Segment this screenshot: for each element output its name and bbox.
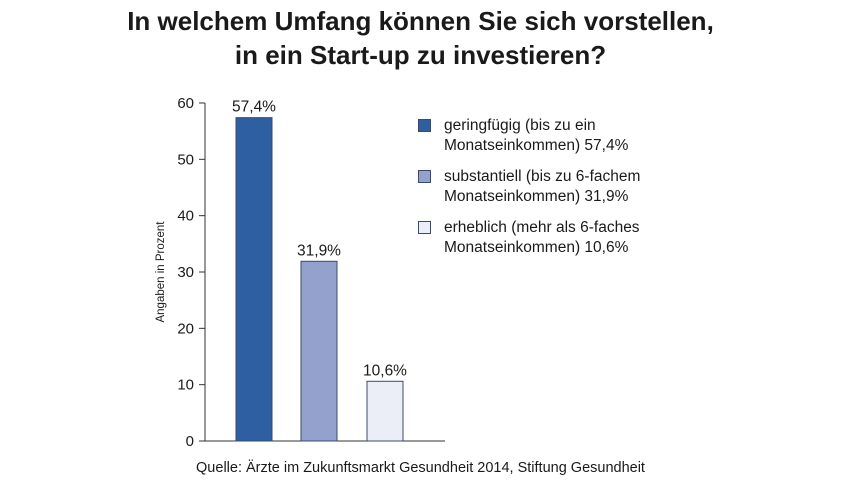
title-line-1: In welchem Umfang können Sie sich vorste… bbox=[127, 6, 714, 36]
legend-label-line-1: erheblich (mehr als 6-faches bbox=[444, 219, 640, 236]
y-tick-label: 20 bbox=[177, 320, 194, 337]
legend-label-line-1: substantiell (bis zu 6-fachem bbox=[444, 168, 641, 185]
data-label-2: 31,9% bbox=[297, 242, 341, 259]
legend-label-geringfuegig: geringfügig (bis zu ein Monatseinkommen)… bbox=[444, 116, 738, 156]
y-tick-label: 10 bbox=[177, 377, 194, 394]
legend-swatch-substantiell bbox=[418, 170, 431, 183]
legend-label-line-2: Monatseinkommen) 31,9% bbox=[444, 188, 629, 205]
y-tick-label: 40 bbox=[177, 208, 194, 225]
legend-item-substantiell: substantiell (bis zu 6-fachem Monatseink… bbox=[418, 167, 738, 207]
y-tick-label: 60 bbox=[177, 95, 194, 112]
data-label-1: 57,4% bbox=[232, 99, 276, 116]
y-tick-label: 50 bbox=[177, 151, 194, 168]
legend-label-line-2: Monatseinkommen) 10,6% bbox=[444, 239, 629, 256]
bar-2 bbox=[300, 260, 338, 442]
legend-item-erheblich: erheblich (mehr als 6-faches Monatseinko… bbox=[418, 218, 738, 258]
legend-swatch-geringfuegig bbox=[418, 119, 431, 132]
source-note: Quelle: Ärzte im Zukunftsmarkt Gesundhei… bbox=[196, 460, 645, 476]
legend-label-line-2: Monatseinkommen) 57,4% bbox=[444, 137, 629, 154]
y-axis-label: Angaben in Prozent bbox=[155, 221, 167, 323]
y-tick-label: 0 bbox=[186, 433, 194, 450]
bar-3 bbox=[366, 380, 404, 442]
legend-label-line-1: geringfügig (bis zu ein bbox=[444, 117, 596, 134]
chart-title: In welchem Umfang können Sie sich vorste… bbox=[0, 4, 841, 72]
legend-swatch-erheblich bbox=[418, 221, 431, 234]
y-tick-label: 30 bbox=[177, 264, 194, 281]
title-line-2: in ein Start-up zu investieren? bbox=[234, 40, 607, 70]
data-label-3: 10,6% bbox=[363, 362, 407, 379]
legend-label-substantiell: substantiell (bis zu 6-fachem Monatseink… bbox=[444, 167, 738, 207]
bar-1 bbox=[235, 117, 273, 442]
legend: geringfügig (bis zu ein Monatseinkommen)… bbox=[418, 116, 738, 269]
legend-item-geringfuegig: geringfügig (bis zu ein Monatseinkommen)… bbox=[418, 116, 738, 156]
legend-label-erheblich: erheblich (mehr als 6-faches Monatseinko… bbox=[444, 218, 738, 258]
